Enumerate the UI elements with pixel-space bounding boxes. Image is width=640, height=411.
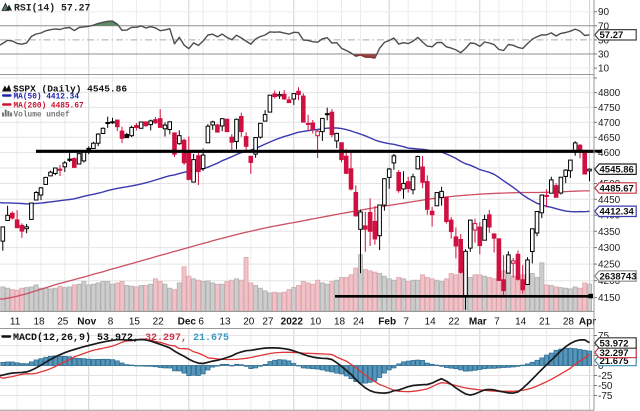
svg-text:Dec: Dec: [178, 317, 197, 328]
svg-text:0: 0: [598, 361, 604, 372]
svg-text:Nov: Nov: [77, 317, 96, 328]
svg-text:4412.34: 4412.34: [600, 207, 635, 218]
svg-text:MA(200) 4485.67: MA(200) 4485.67: [14, 103, 85, 111]
svg-text:18: 18: [33, 317, 45, 328]
svg-text:2022: 2022: [281, 317, 304, 328]
svg-text:Feb: Feb: [378, 317, 396, 328]
svg-text:28: 28: [563, 317, 575, 328]
svg-text:8: 8: [108, 317, 114, 328]
svg-text:10: 10: [598, 64, 610, 75]
svg-text:32.297: 32.297: [600, 348, 629, 359]
svg-text:4700: 4700: [598, 118, 621, 129]
svg-text:4300: 4300: [598, 243, 621, 254]
svg-text:4650: 4650: [598, 133, 621, 144]
svg-text:25: 25: [57, 317, 69, 328]
svg-text:21.675: 21.675: [600, 356, 630, 367]
svg-text:14: 14: [515, 317, 527, 328]
svg-text:57.27: 57.27: [600, 30, 624, 41]
svg-text:MACD(12,26,9) 53.972, 32.297,: MACD(12,26,9) 53.972, 32.297, 21.675: [13, 332, 229, 344]
svg-text:30: 30: [598, 50, 610, 61]
svg-text:27: 27: [262, 317, 274, 328]
svg-text:14: 14: [425, 317, 437, 328]
svg-text:Mar: Mar: [469, 317, 487, 328]
svg-text:Volume undef: Volume undef: [14, 112, 70, 120]
svg-text:-25: -25: [598, 371, 613, 382]
svg-text:-50: -50: [598, 381, 613, 392]
svg-text:RSI(14) 57.27: RSI(14) 57.27: [14, 3, 91, 14]
svg-text:4545.86: 4545.86: [600, 165, 634, 176]
svg-text:53.972: 53.972: [600, 338, 629, 349]
svg-text:4250: 4250: [598, 260, 621, 271]
svg-text:24: 24: [353, 317, 365, 328]
svg-text:50: 50: [598, 35, 610, 46]
svg-text:10: 10: [310, 317, 322, 328]
svg-text:18: 18: [334, 317, 346, 328]
svg-text:4750: 4750: [598, 103, 621, 114]
svg-text:21: 21: [539, 317, 551, 328]
svg-text:20: 20: [243, 317, 255, 328]
svg-text:2638743: 2638743: [600, 271, 637, 282]
svg-text:11: 11: [10, 317, 21, 328]
svg-text:MA(50) 4412.34: MA(50) 4412.34: [14, 94, 80, 102]
svg-text:$SPX (Daily) 4545.86: $SPX (Daily) 4545.86: [13, 84, 127, 95]
svg-text:4600: 4600: [598, 148, 621, 159]
svg-text:7: 7: [494, 317, 500, 328]
svg-text:15: 15: [129, 317, 141, 328]
svg-text:90: 90: [598, 7, 610, 18]
svg-text:13: 13: [219, 317, 231, 328]
svg-text:4450: 4450: [598, 195, 621, 206]
svg-text:4150: 4150: [598, 293, 621, 304]
svg-text:7: 7: [403, 317, 409, 328]
svg-text:4485.67: 4485.67: [600, 183, 634, 194]
svg-text:22: 22: [153, 317, 165, 328]
svg-text:4350: 4350: [598, 227, 621, 238]
svg-text:Apr: Apr: [579, 317, 596, 328]
svg-text:4800: 4800: [598, 88, 621, 99]
svg-text:-75: -75: [598, 391, 613, 402]
svg-text:6: 6: [198, 317, 204, 328]
svg-text:22: 22: [448, 317, 460, 328]
svg-text:70: 70: [598, 21, 610, 32]
svg-text:75: 75: [598, 331, 610, 342]
